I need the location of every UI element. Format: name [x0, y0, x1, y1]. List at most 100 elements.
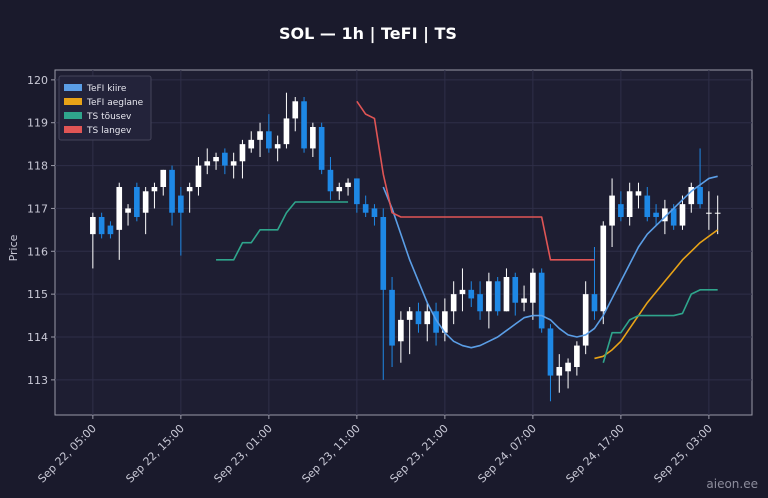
indicator-line	[216, 201, 349, 261]
indicator-line	[382, 175, 718, 349]
legend-label: TeFI aeglane	[86, 98, 144, 108]
candle-body	[90, 217, 96, 235]
legend-label: TeFI kiire	[86, 84, 127, 94]
legend: TeFI kiire TeFI aeglane TS tõusev TS langev	[58, 75, 152, 141]
candle-body	[151, 187, 158, 192]
candle-body	[213, 157, 219, 162]
candle-body	[274, 144, 281, 149]
candle-body	[204, 161, 211, 166]
candle-body	[459, 289, 466, 295]
candle-body	[266, 131, 272, 149]
candle-body	[398, 319, 404, 342]
candle-body	[98, 217, 105, 235]
legend-label: TS tõusev	[86, 112, 132, 122]
candle-body	[257, 131, 263, 140]
y-tick-label: 113	[27, 374, 48, 387]
indicator-line	[602, 289, 718, 363]
candle-body	[521, 298, 527, 303]
candle-body	[644, 195, 651, 217]
candle-body	[450, 294, 457, 312]
y-tick-label: 118	[27, 160, 48, 173]
candle-body	[318, 127, 325, 170]
candle-body	[468, 289, 475, 299]
legend-box	[58, 75, 152, 141]
candle-body	[310, 127, 316, 149]
candle-body	[626, 191, 633, 217]
candle-body	[169, 169, 175, 213]
candle-body	[292, 101, 299, 119]
candle-body	[477, 294, 483, 312]
candle-body	[406, 311, 413, 320]
candle-body	[512, 277, 519, 303]
candle-body	[582, 294, 589, 346]
candle-body	[160, 169, 167, 187]
candle-body	[433, 311, 439, 333]
legend-label: TS langev	[86, 126, 132, 136]
candle-body	[494, 281, 501, 312]
candle-body	[538, 272, 545, 329]
candle-body	[600, 225, 607, 312]
candle-body	[222, 152, 228, 166]
indicator-line	[356, 100, 595, 261]
candle-body	[679, 204, 686, 226]
candle-body	[697, 187, 703, 205]
y-axis-label: Price	[7, 234, 20, 261]
legend-swatch	[64, 98, 82, 105]
candle-body	[530, 272, 536, 303]
candle-body	[653, 212, 659, 217]
candle-body	[486, 281, 492, 312]
candle-body	[248, 139, 255, 149]
candle-body	[503, 277, 510, 312]
candle-body	[591, 294, 598, 312]
candle-body	[424, 311, 431, 325]
candle-body	[556, 367, 563, 376]
candle-body	[618, 204, 624, 217]
candle-body	[239, 144, 246, 162]
candle-body	[354, 178, 360, 205]
watermark: aieon.ee	[706, 477, 758, 491]
y-tick-label: 114	[27, 331, 48, 344]
candle-body	[186, 187, 193, 192]
candle-body	[116, 187, 123, 230]
candle-body	[714, 212, 721, 214]
indicator-line	[594, 229, 719, 360]
candle-body	[230, 161, 237, 166]
y-tick-label: 116	[27, 245, 48, 258]
y-tick-label: 120	[27, 74, 48, 87]
candle-body	[565, 362, 571, 372]
candle-body	[125, 208, 131, 213]
candle-body	[389, 289, 395, 346]
candle-body	[134, 187, 140, 217]
candle-body	[380, 217, 387, 290]
candle-body	[345, 182, 351, 187]
candle-body	[142, 191, 149, 213]
candle-body	[301, 101, 307, 149]
candle-body	[107, 225, 114, 235]
candle-body	[609, 195, 615, 226]
candle-body	[336, 187, 343, 192]
candle-body	[362, 204, 369, 213]
candle-body	[662, 208, 668, 222]
legend-swatch	[64, 126, 82, 133]
candle-body	[688, 187, 695, 205]
candle-body	[706, 212, 712, 214]
y-tick-label: 115	[27, 288, 48, 301]
legend-swatch	[64, 112, 82, 119]
candle-body	[574, 345, 580, 367]
candle-body	[635, 191, 642, 196]
candle-body	[195, 165, 202, 187]
legend-swatch	[64, 84, 82, 91]
candle-body	[178, 195, 184, 213]
candle-body	[547, 328, 554, 376]
candle-body	[327, 169, 334, 192]
candle-body	[670, 208, 677, 226]
candle-body	[415, 311, 422, 325]
y-tick-label: 119	[27, 117, 48, 130]
candle-body	[442, 311, 448, 333]
chart-title: SOL — 1h | TeFI | TS	[279, 24, 457, 44]
candle-body	[371, 208, 378, 217]
candle-body	[283, 118, 290, 145]
y-tick-label: 117	[27, 202, 48, 215]
